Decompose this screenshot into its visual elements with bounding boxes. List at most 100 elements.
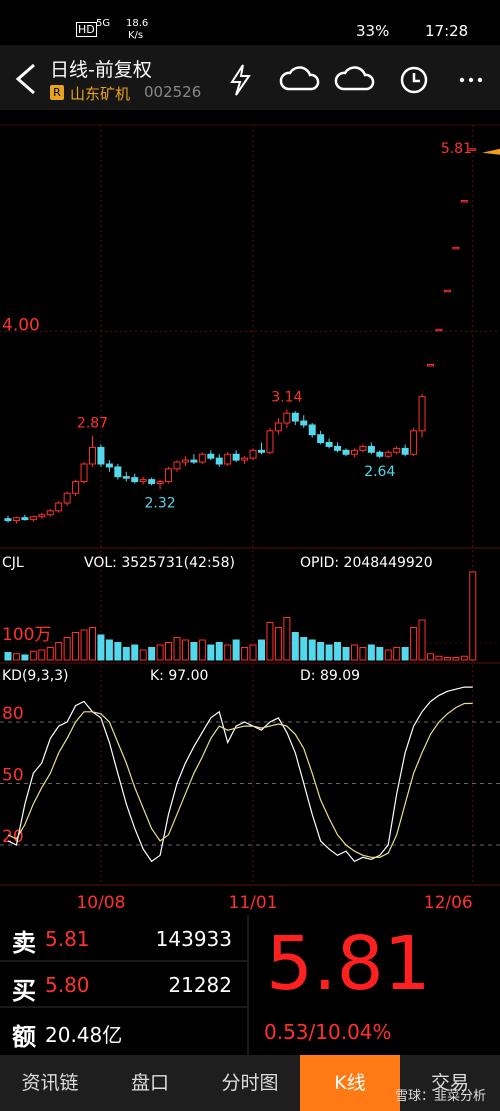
candle-body [139,479,147,483]
volume-bar [131,644,139,661]
volume-bar [46,647,54,661]
volume-bar [418,619,426,661]
x-tick-label: 12/06 [424,893,473,913]
volume-bar [367,644,375,661]
tab[interactable]: 盘口 [130,1072,169,1094]
back[interactable] [15,63,35,95]
volume-bar [460,655,468,661]
quote-lines [0,915,249,1055]
volume-bar [469,571,477,661]
volume-bar [325,644,333,661]
net: 5G [96,18,111,29]
title: 日线-前复权 [50,59,152,81]
volume-bar [38,649,46,661]
volume-bar [89,627,96,661]
badge: R [50,85,64,100]
cloud-icon[interactable] [279,66,320,91]
volume-bar [63,637,71,661]
candle-body [460,200,468,203]
candle-body [376,451,384,457]
kd-line [7,702,473,858]
lightning[interactable] [230,64,251,96]
candle-body [122,476,130,479]
candle-body [190,459,198,463]
buy-price: 5.80 [45,973,90,997]
volume-bar [139,649,147,661]
candle-body [55,502,63,512]
volume-bar [122,647,130,661]
volume-bar [342,647,350,661]
candle-body [317,434,325,444]
candle-body [4,518,12,522]
candle-body [401,447,409,455]
chart: 10/08 11/01 12/06 4.00 2.87 3.14 2.32 2.64 5.81 C… [0,124,500,913]
volume-bar [80,629,88,661]
clock-hands [412,73,420,83]
clock[interactable] [400,66,428,94]
sell-price: 5.81 [45,927,90,951]
candle-body [452,246,460,250]
volume-bar [114,642,122,661]
kd-name: KD(9,3,3) [2,668,69,684]
volume-bar [300,637,308,661]
candle-body [165,468,173,483]
volume-label: VOL: 3525731(42:58) [84,555,235,571]
candle-body [224,453,232,465]
kd-line [7,686,473,863]
volume-bar [190,642,198,661]
volume-bar [12,653,20,661]
change: 0.53/10.04% [264,1020,392,1044]
tab-bar: 资讯链 盘口 分时图 K线 交易 [0,1055,500,1111]
candle-body [384,451,392,457]
last-price-arrow [482,148,500,155]
volume-bar [258,639,265,661]
volume-bar [350,644,358,661]
volume-bar [29,650,37,661]
stock-name: 山东矿机 [70,85,131,103]
volume-bar [401,647,409,661]
y-tick-label: 100万 [2,625,51,645]
x-tick-label: 11/01 [229,893,278,913]
candle-body [300,420,308,426]
low-label: 2.64 [364,464,395,480]
high-label: 2.87 [77,416,108,432]
volume-bar [435,655,443,661]
candle-body [232,453,240,461]
opid-label: OPID: 2048449920 [300,555,433,571]
volume-bar [291,632,299,661]
more[interactable] [459,77,483,83]
candle-body [29,516,37,521]
k-label: K: 97.00 [150,668,208,684]
volume-bar [443,657,451,661]
volume-bar [427,653,434,661]
volume-bar [72,632,80,661]
candle-body [181,459,189,463]
high-label: 3.14 [271,389,302,405]
status-bar: HD 5G 18.6 K/s 33% 17:28 [0,0,500,45]
candle-body [291,412,299,422]
candle-body [308,424,316,436]
tab[interactable]: 交易 [430,1072,469,1094]
stock-code: 002526 [144,83,202,101]
amount: 20.48亿 [45,1023,123,1047]
buy-label: 买 [12,977,36,1005]
volume-bar [105,639,113,661]
candle-body [131,477,139,483]
cloud-icon[interactable] [334,66,375,91]
tab[interactable]: 资讯链 [21,1072,79,1094]
price: 5.81 [266,921,431,1007]
candle-body [367,445,375,453]
volume-bar [198,639,206,661]
candle-body [350,449,358,455]
volume-bar [232,639,240,661]
volume-bar [173,637,181,661]
volume-bar [148,647,156,661]
candle-body [241,457,249,461]
candle-body [435,328,443,332]
tab[interactable]: K线 [300,1055,400,1111]
volume-bar [384,649,392,661]
tab[interactable]: 分时图 [221,1072,279,1094]
volume-bar [165,642,173,661]
candle-body [12,517,20,522]
